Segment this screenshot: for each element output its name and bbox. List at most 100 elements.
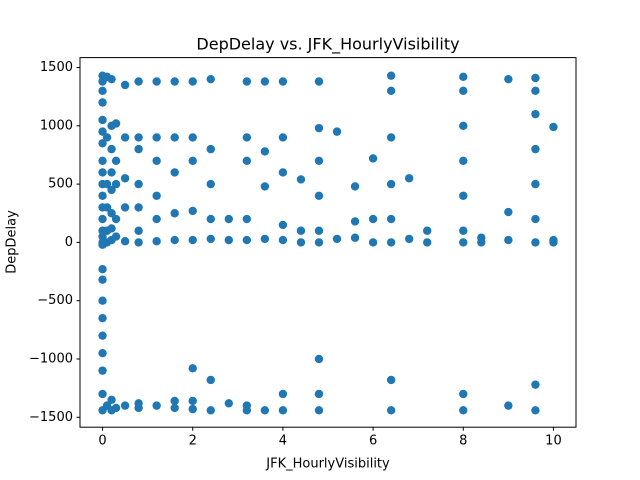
scatter-point xyxy=(459,121,468,131)
scatter-point xyxy=(206,214,215,224)
scatter-point xyxy=(120,80,130,90)
y-tick-label: −1500 xyxy=(29,410,73,425)
scatter-point xyxy=(102,133,112,142)
scatter-point xyxy=(386,86,396,96)
scatter-point xyxy=(98,191,107,200)
x-tick-label: 4 xyxy=(279,434,287,449)
scatter-point xyxy=(260,147,270,156)
scatter-point xyxy=(278,406,288,415)
scatter-point xyxy=(531,73,540,83)
scatter-point xyxy=(206,406,215,415)
scatter-point xyxy=(206,179,215,189)
scatter-point xyxy=(206,234,215,244)
scatter-point xyxy=(98,348,107,358)
scatter-point xyxy=(111,119,121,128)
scatter-point xyxy=(170,77,179,86)
scatter-point xyxy=(368,214,378,224)
scatter-point xyxy=(459,238,468,247)
scatter-point xyxy=(278,220,288,230)
scatter-point xyxy=(170,396,179,406)
scatter-point xyxy=(242,156,252,165)
scatter-point xyxy=(260,182,270,191)
scatter-point xyxy=(107,395,116,405)
scatter-point xyxy=(386,375,396,385)
points xyxy=(98,71,558,415)
scatter-point xyxy=(120,237,130,246)
scatter-point xyxy=(152,191,161,200)
scatter-point xyxy=(314,238,324,247)
scatter-point xyxy=(98,389,107,399)
scatter-point xyxy=(459,72,468,82)
y-tick-label: −1000 xyxy=(29,351,73,366)
scatter-point xyxy=(134,203,143,212)
scatter-point xyxy=(386,214,396,224)
scatter-point xyxy=(459,406,468,415)
scatter-point xyxy=(120,174,130,183)
scatter-point xyxy=(152,133,161,142)
scatter-point xyxy=(188,235,197,245)
scatter-point xyxy=(206,375,215,385)
y-tick-label: 1000 xyxy=(40,118,73,133)
scatter-point xyxy=(111,214,121,224)
scatter-point xyxy=(504,235,513,245)
scatter-point xyxy=(332,127,342,136)
scatter-point xyxy=(188,364,197,373)
scatter-point xyxy=(224,399,233,408)
scatter-point xyxy=(459,226,468,235)
scatter-point xyxy=(188,77,197,86)
scatter-point xyxy=(386,238,396,247)
scatter-point xyxy=(504,207,513,217)
y-tick-label: 500 xyxy=(48,177,73,192)
scatter-point xyxy=(134,238,143,247)
scatter-point xyxy=(531,179,540,189)
scatter-point xyxy=(504,74,513,84)
scatter-point xyxy=(111,232,121,241)
scatter-point xyxy=(120,133,130,142)
scatter-point xyxy=(296,226,306,235)
scatter-point xyxy=(296,175,306,184)
scatter-point xyxy=(314,156,324,165)
scatter-point xyxy=(134,144,143,154)
scatter-point xyxy=(278,77,288,86)
scatter-point xyxy=(314,191,324,200)
scatter-point xyxy=(107,224,116,233)
scatter-point xyxy=(314,226,324,235)
scatter-point xyxy=(111,179,121,189)
scatter-point xyxy=(98,296,107,305)
scatter-point xyxy=(386,71,396,80)
scatter-point xyxy=(531,406,540,415)
x-axis-label: JFK_HourlyVisibility xyxy=(265,457,390,472)
scatter-point xyxy=(296,238,306,247)
scatter-point xyxy=(170,403,179,413)
scatter-point xyxy=(504,401,513,410)
scatter-point xyxy=(314,389,324,399)
scatter-point xyxy=(459,191,468,200)
scatter-point xyxy=(98,156,107,165)
scatter-point xyxy=(98,127,107,136)
scatter-point xyxy=(278,133,288,142)
scatter-point xyxy=(368,154,378,163)
scatter-point xyxy=(278,389,288,399)
scatter-point xyxy=(107,74,116,84)
scatter-point xyxy=(98,139,107,148)
scatter-point xyxy=(350,182,360,191)
scatter-point xyxy=(206,74,215,84)
scatter-point xyxy=(188,206,197,216)
scatter-point xyxy=(188,404,197,414)
chart-title: DepDelay vs. JFK_HourlyVisibility xyxy=(196,35,459,55)
scatter-point xyxy=(188,156,197,165)
scatter-point xyxy=(224,235,233,245)
scatter-point xyxy=(242,77,252,86)
y-axis-label: DepDelay xyxy=(5,210,20,274)
scatter-point xyxy=(332,234,342,244)
scatter-point xyxy=(404,234,414,244)
scatter-point xyxy=(404,174,414,183)
scatter-point xyxy=(278,235,288,245)
scatter-point xyxy=(314,77,324,86)
scatter-point xyxy=(98,168,107,177)
scatter-point xyxy=(459,389,468,399)
scatter-point xyxy=(120,401,130,410)
scatter-point xyxy=(188,396,197,406)
scatter-point xyxy=(531,144,540,154)
